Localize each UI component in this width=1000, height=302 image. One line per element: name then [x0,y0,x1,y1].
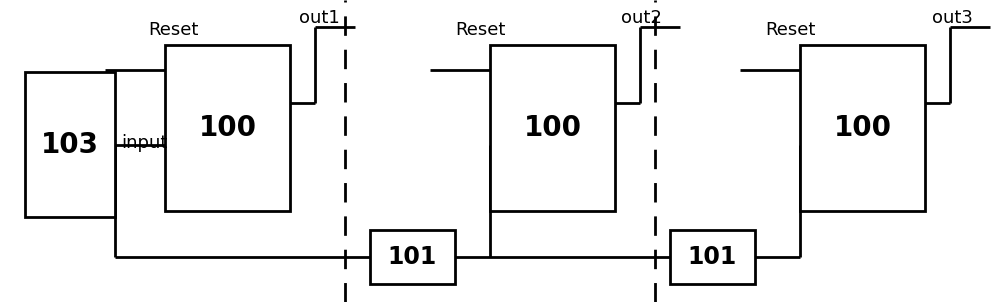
FancyBboxPatch shape [25,72,115,217]
Text: 101: 101 [388,245,437,269]
FancyBboxPatch shape [800,45,925,211]
Text: input: input [121,134,167,153]
FancyBboxPatch shape [490,45,615,211]
FancyBboxPatch shape [670,230,755,284]
Text: Reset: Reset [148,21,198,39]
Text: 100: 100 [834,114,892,142]
Text: out1: out1 [299,9,340,27]
FancyBboxPatch shape [165,45,290,211]
Text: Reset: Reset [455,21,505,39]
FancyBboxPatch shape [370,230,455,284]
Text: 101: 101 [688,245,737,269]
Text: 100: 100 [524,114,582,142]
Text: Reset: Reset [765,21,815,39]
Text: 100: 100 [198,114,256,142]
Text: out2: out2 [621,9,662,27]
Text: 103: 103 [41,131,99,159]
Text: out3: out3 [932,9,973,27]
